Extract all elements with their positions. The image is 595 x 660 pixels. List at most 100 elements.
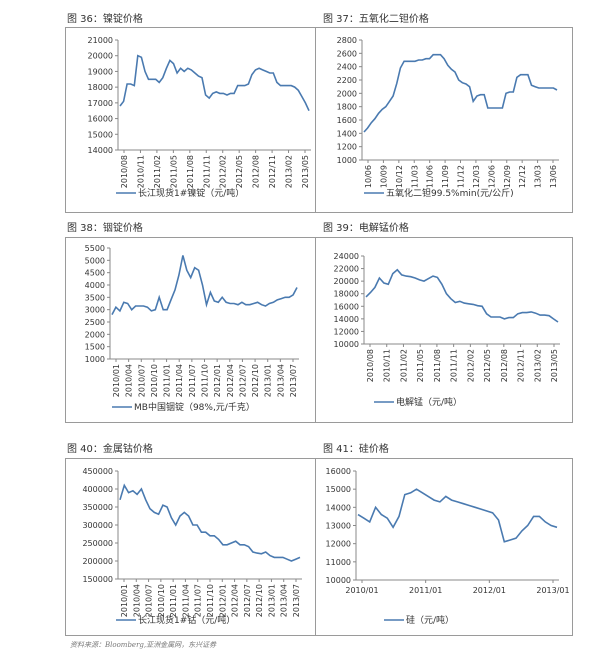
figure-39-title: 图 39：电解锰价格 [323,223,409,234]
x-tick-label: 2010/04 [132,584,141,617]
x-tick-label: 2012/07 [243,584,252,617]
y-tick-label: 2500 [85,318,105,327]
y-tick-label: 3000 [85,306,105,315]
series-line [111,255,298,315]
x-tick-label: 2012/04 [226,364,235,397]
chart-panel-silicon: 16000 15000 14000 13000 12000 11000 10000 2010/… [315,458,573,636]
x-tick-label: 10/09 [379,165,388,188]
y-tick-label: 3500 [85,293,105,302]
y-tick-label: 22000 [334,265,359,274]
figure-36-title: 图 36：镍锭价格 [67,14,143,25]
series-line [365,268,559,323]
y-tick-label: 14000 [326,503,351,512]
x-tick-label: 2011/05 [416,349,425,382]
y-tick-label: 200000 [82,557,113,566]
x-tick-label: 2011/01 [169,584,178,617]
y-tick-label: 1800 [337,103,357,112]
x-tick-label: 2012/10 [251,364,260,397]
y-tick-label: 400000 [82,485,113,494]
x-tick-label: 11/03 [410,165,419,188]
y-tick-label: 1400 [337,129,357,138]
x-tick-label: 2013/05 [301,155,310,188]
x-tick-label: 2010/07 [137,364,146,397]
chart-panel-tantalum: 2800 2600 2400 2200 2000 1800 1600 1400 1200 1000… [315,27,573,213]
x-tick-label: 2010/10 [150,364,159,397]
x-tick-label: 2012/05 [483,349,492,382]
series-line [119,54,310,112]
y-tick-label: 13000 [326,522,351,531]
y-tick-label: 20000 [88,52,113,61]
x-tick-label: 2013/01 [264,364,273,397]
x-tick-label: 2010/11 [136,155,145,188]
x-tick-label: 2013/04 [280,584,289,617]
y-tick-label: 21000 [88,36,113,45]
x-tick-label: 2011/04 [181,584,190,617]
x-tick-label: 2011/01 [163,364,172,397]
chart-panel-nickel: 21000 20000 19000 18000 17000 16000 15000 14000… [65,27,323,213]
y-tick-label: 14000 [334,315,359,324]
legend-label: 硅（元/吨） [406,614,454,626]
x-tick-label: 12/12 [518,165,527,188]
indium-chart: 5500 5000 4500 4000 3500 3000 2500 2000 1500 1000… [85,244,299,413]
x-tick-label: 2010/07 [145,584,154,617]
series-line [363,53,558,133]
x-tick-label: 11/09 [441,165,450,188]
y-tick-label: 14000 [88,146,113,155]
y-tick-label: 1000 [85,355,105,364]
y-tick-label: 12000 [326,540,351,549]
nickel-chart: 21000 20000 19000 18000 17000 16000 15000 14000… [88,36,311,199]
x-tick-label: 2012/11 [517,349,526,382]
y-tick-label: 20000 [334,277,359,286]
x-tick-label: 2011/08 [186,155,195,188]
y-tick-label: 4500 [85,269,105,278]
x-tick-label: 2011/02 [399,349,408,382]
y-tick-label: 15000 [88,130,113,139]
x-tick-label: 2013/02 [285,155,294,188]
x-tick-label: 2012/08 [252,155,261,188]
y-tick-label: 5000 [85,256,105,265]
x-tick-label: 2010/08 [120,155,129,188]
legend-label: 长江现货1#镍锭（元/吨） [138,187,244,199]
x-tick-label: 2011/02 [153,155,162,188]
y-tick-label: 15000 [326,485,351,494]
x-tick-label: 2010/01 [112,364,121,397]
y-tick-label: 1200 [337,143,357,152]
y-tick-label: 2600 [337,49,357,58]
x-tick-label: 2012/01 [473,586,506,595]
x-tick-label: 2010/01 [345,586,378,595]
legend-label: 五氧化二钽99.5%min(元/公斤) [386,187,514,199]
x-tick-label: 10/06 [364,165,373,188]
y-tick-label: 300000 [82,521,113,530]
y-tick-label: 18000 [88,83,113,92]
manganese-chart: 24000 22000 20000 18000 16000 14000 12000 10000… [334,252,560,408]
x-tick-label: 2010/10 [157,584,166,617]
legend-label: 长江现货1#钴（元/吨） [138,614,235,626]
x-tick-label: 2013/02 [533,349,542,382]
x-tick-label: 2010/11 [383,349,392,382]
source-note: 资料来源：Bloomberg,亚洲金属网，东兴证券 [70,641,217,649]
x-tick-label: 2013/07 [292,584,301,617]
y-tick-label: 16000 [334,302,359,311]
x-tick-label: 2012/01 [218,584,227,617]
y-tick-label: 2400 [337,63,357,72]
series-line [119,483,301,562]
y-tick-label: 2200 [337,76,357,85]
x-tick-label: 2012/04 [231,584,240,617]
y-tick-label: 11000 [326,558,351,567]
x-tick-label: 2012/08 [500,349,509,382]
x-tick-label: 2012/01 [213,364,222,397]
y-tick-label: 350000 [82,503,113,512]
figure-40-title: 图 40：金属钴价格 [67,444,153,455]
chart-panel-cobalt: 450000 400000 350000 300000 250000 200000 1500… [65,458,323,636]
x-tick-label: 2010/04 [125,364,134,397]
y-tick-label: 1600 [337,116,357,125]
x-tick-label: 2011/07 [188,364,197,397]
x-tick-label: 10/12 [395,165,404,188]
y-tick-label: 17000 [88,99,113,108]
x-tick-label: 2013/05 [550,349,559,382]
y-tick-label: 250000 [82,539,113,548]
y-tick-label: 10000 [326,576,351,585]
x-tick-label: 2013/01 [267,584,276,617]
x-tick-label: 2013/01 [536,586,569,595]
x-tick-label: 2012/02 [466,349,475,382]
